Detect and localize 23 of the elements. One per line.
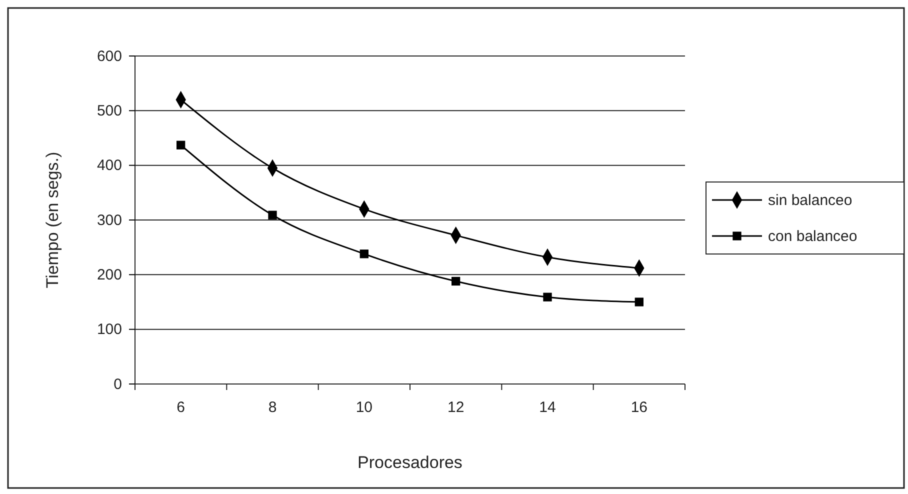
point bbox=[634, 298, 644, 306]
y-tick-label: 100 bbox=[96, 321, 122, 338]
x-axis-title: Procesadores bbox=[358, 453, 462, 472]
x-tick-label: 8 bbox=[268, 399, 277, 416]
y-tick-label: 0 bbox=[114, 376, 122, 393]
point bbox=[543, 292, 552, 302]
point bbox=[268, 210, 277, 220]
legend-label: con balanceo bbox=[768, 228, 858, 245]
y-axis-title: Tiempo (en segs.) bbox=[43, 152, 62, 288]
point bbox=[176, 140, 186, 150]
y-tick-label: 600 bbox=[96, 48, 122, 65]
y-tick-label: 500 bbox=[96, 102, 122, 120]
y-tick-label: 300 bbox=[96, 212, 122, 229]
y-tick-label: 400 bbox=[96, 157, 122, 174]
x-tick-label: 12 bbox=[447, 399, 464, 416]
y-tick-label: 200 bbox=[96, 266, 122, 284]
x-tick-label: 10 bbox=[356, 399, 373, 416]
legend-label: sin balanceo bbox=[768, 192, 852, 209]
point bbox=[452, 276, 460, 286]
point bbox=[360, 250, 368, 258]
x-tick-label: 16 bbox=[630, 399, 648, 416]
x-tick-label: 14 bbox=[539, 399, 556, 416]
x-tick-label: 6 bbox=[176, 399, 186, 416]
